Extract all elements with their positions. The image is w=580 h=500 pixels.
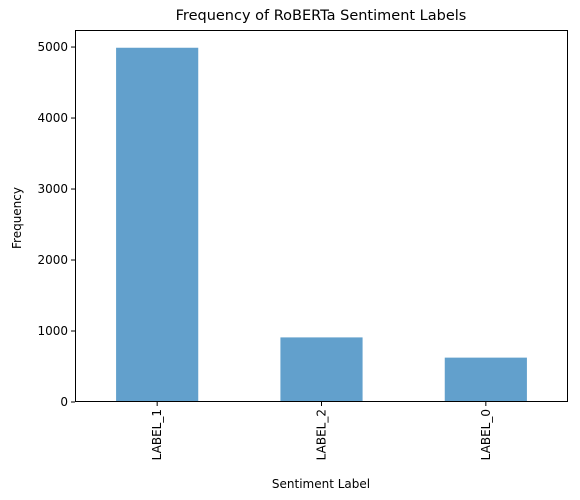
x-tick-label: LABEL_2 bbox=[315, 409, 329, 460]
bar-label-1 bbox=[116, 47, 199, 402]
x-axis-ticks: LABEL_1 LABEL_2 LABEL_0 bbox=[150, 402, 493, 460]
y-tick-label: 0 bbox=[60, 395, 68, 409]
y-axis-ticks: 0 1000 2000 3000 4000 5000 bbox=[37, 40, 75, 409]
y-axis-label: Frequency bbox=[10, 187, 24, 249]
bar-label-2 bbox=[280, 337, 363, 402]
y-tick-label: 3000 bbox=[37, 182, 68, 196]
y-tick-label: 1000 bbox=[37, 324, 68, 338]
chart-title: Frequency of RoBERTa Sentiment Labels bbox=[176, 8, 467, 24]
x-axis-label: Sentiment Label bbox=[272, 477, 370, 491]
x-tick-label: LABEL_1 bbox=[150, 409, 164, 460]
bar-label-0 bbox=[444, 357, 527, 402]
plot-frame bbox=[75, 30, 568, 402]
bars-group bbox=[116, 47, 527, 402]
y-tick-label: 5000 bbox=[37, 40, 68, 54]
y-tick-label: 2000 bbox=[37, 253, 68, 267]
y-tick-label: 4000 bbox=[37, 111, 68, 125]
x-tick-label: LABEL_0 bbox=[479, 409, 493, 460]
